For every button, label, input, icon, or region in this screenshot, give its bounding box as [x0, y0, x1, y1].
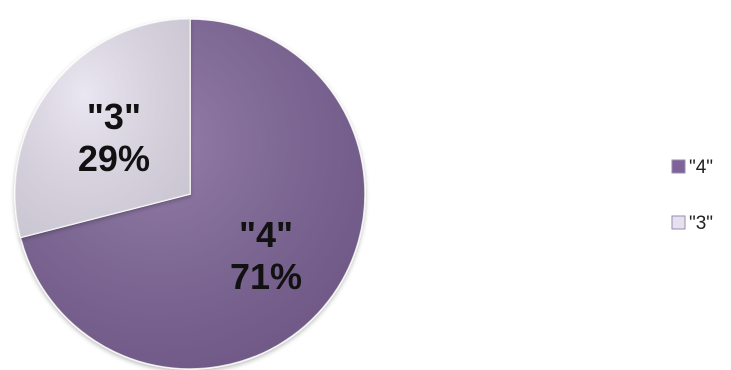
legend-label-1: "3"	[689, 213, 713, 234]
pie-slices	[14, 18, 366, 370]
pie-slice-shade-0	[20, 19, 365, 369]
slice-percent-0: 71%	[230, 256, 302, 297]
legend-label-0: "4"	[689, 157, 713, 178]
slice-percent-1: 29%	[78, 138, 150, 179]
slice-label-0: "4"	[239, 214, 293, 255]
legend-swatch-0	[671, 159, 686, 174]
pie-slice-shade-1	[14, 19, 190, 238]
legend-swatch-1	[671, 215, 686, 230]
pie-labels: "4"71% "3"29%	[78, 96, 302, 297]
slice-label-1: "3"	[87, 96, 141, 137]
legend: "4" "3"	[671, 157, 713, 234]
